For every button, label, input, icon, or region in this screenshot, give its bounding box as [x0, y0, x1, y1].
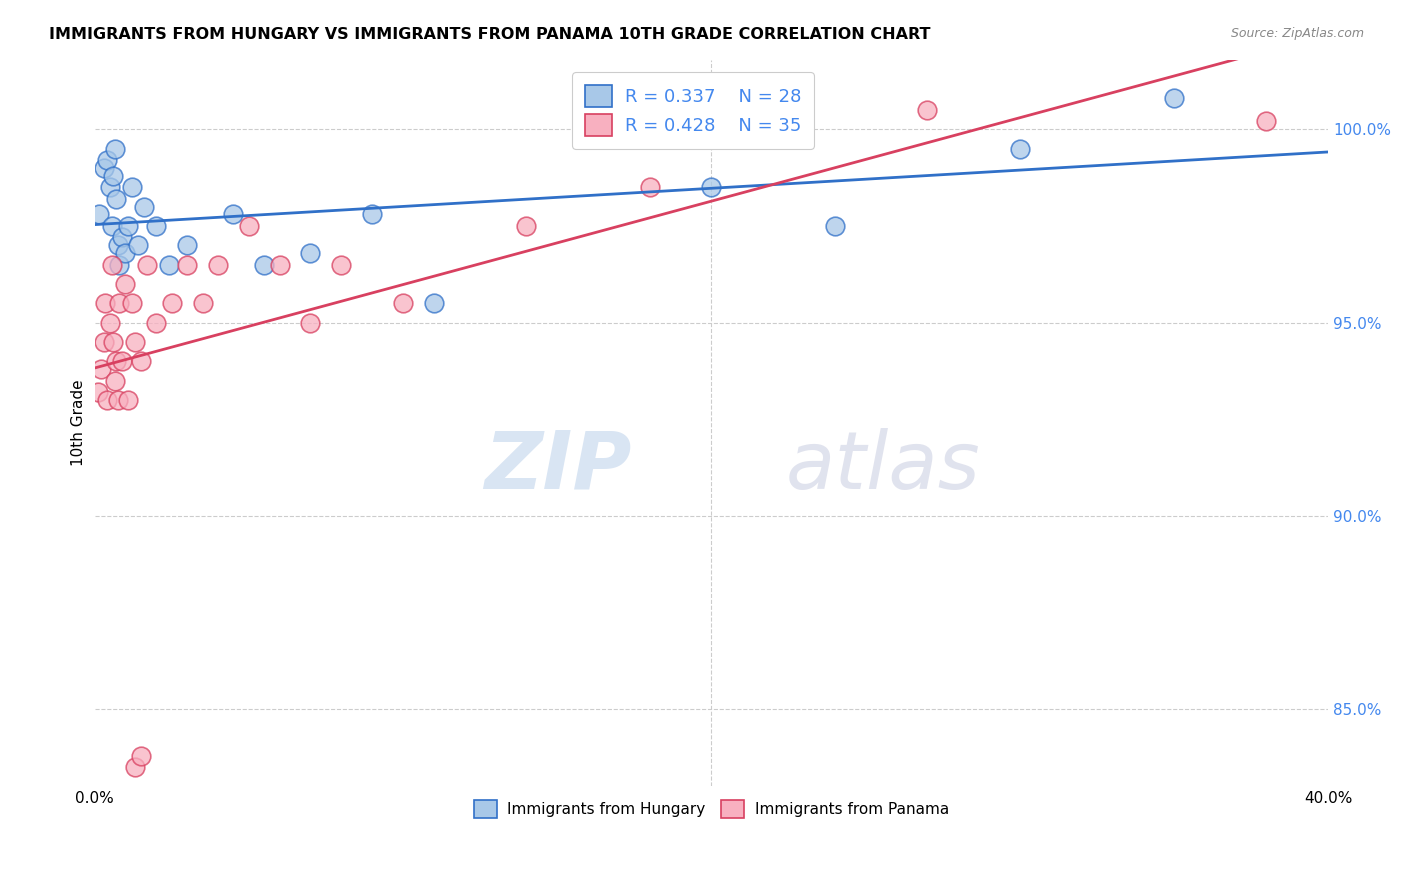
Point	[1008, 142, 1031, 156]
Point	[157, 258, 180, 272]
Point	[108, 258, 131, 272]
Point	[107, 238, 129, 252]
Text: IMMIGRANTS FROM HUNGARY VS IMMIGRANTS FROM PANAMA 10TH GRADE CORRELATION CHART: IMMIGRANTS FROM HUNGARY VS IMMIGRANTS FR…	[49, 27, 931, 42]
Text: Source: ZipAtlas.com: Source: ZipAtlas.com	[1230, 27, 1364, 40]
Point	[1163, 91, 1185, 105]
Legend: Immigrants from Hungary, Immigrants from Panama: Immigrants from Hungary, Immigrants from…	[467, 792, 956, 826]
Point	[269, 258, 291, 272]
Point	[93, 334, 115, 349]
Point	[117, 219, 139, 233]
Point	[114, 246, 136, 260]
Point	[238, 219, 260, 233]
Point	[132, 200, 155, 214]
Point	[86, 385, 108, 400]
Point	[93, 161, 115, 175]
Point	[129, 748, 152, 763]
Point	[98, 316, 121, 330]
Point	[700, 180, 723, 194]
Point	[638, 180, 661, 194]
Point	[90, 362, 112, 376]
Point	[127, 238, 149, 252]
Point	[94, 296, 117, 310]
Point	[253, 258, 276, 272]
Point	[136, 258, 159, 272]
Y-axis label: 10th Grade: 10th Grade	[72, 380, 86, 467]
Point	[207, 258, 229, 272]
Point	[361, 207, 384, 221]
Point	[176, 238, 198, 252]
Point	[105, 354, 128, 368]
Point	[1256, 114, 1278, 128]
Point	[299, 316, 322, 330]
Point	[176, 258, 198, 272]
Point	[160, 296, 183, 310]
Point	[104, 374, 127, 388]
Point	[191, 296, 214, 310]
Point	[101, 334, 124, 349]
Point	[124, 760, 146, 774]
Point	[100, 258, 122, 272]
Point	[107, 392, 129, 407]
Point	[96, 392, 118, 407]
Point	[111, 354, 134, 368]
Point	[330, 258, 353, 272]
Point	[121, 296, 143, 310]
Point	[299, 246, 322, 260]
Point	[114, 277, 136, 291]
Point	[129, 354, 152, 368]
Point	[108, 296, 131, 310]
Point	[392, 296, 415, 310]
Point	[824, 219, 846, 233]
Point	[515, 219, 537, 233]
Point	[100, 219, 122, 233]
Point	[145, 316, 167, 330]
Point	[111, 230, 134, 244]
Text: atlas: atlas	[786, 427, 980, 506]
Point	[89, 207, 111, 221]
Point	[222, 207, 245, 221]
Point	[105, 192, 128, 206]
Point	[124, 334, 146, 349]
Point	[96, 153, 118, 168]
Text: ZIP: ZIP	[484, 427, 631, 506]
Point	[101, 169, 124, 183]
Point	[423, 296, 446, 310]
Point	[915, 103, 938, 117]
Point	[121, 180, 143, 194]
Point	[145, 219, 167, 233]
Point	[117, 392, 139, 407]
Point	[98, 180, 121, 194]
Point	[104, 142, 127, 156]
